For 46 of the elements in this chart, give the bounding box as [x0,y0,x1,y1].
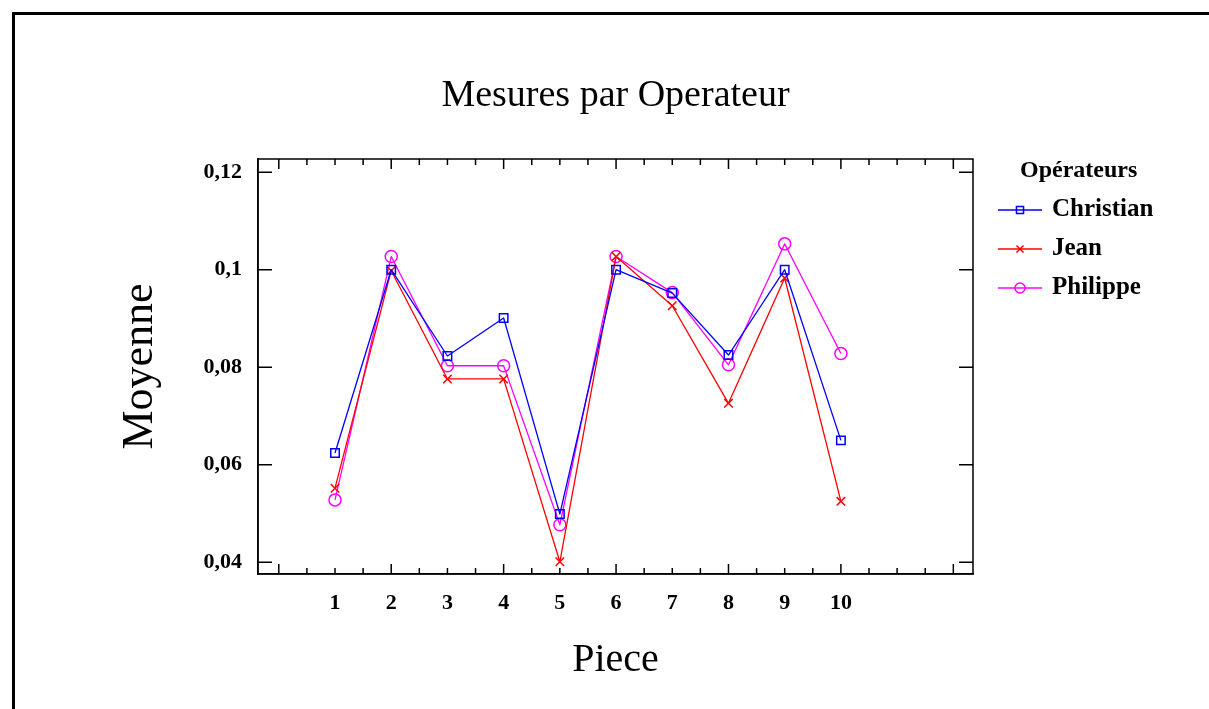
point [384,249,398,264]
x-tick-label: 3 [441,588,453,614]
point [723,398,734,409]
point [330,483,340,494]
point [779,264,790,275]
point [835,496,846,507]
x-tick-label: 1 [329,588,341,614]
point [442,351,453,362]
point [440,359,455,373]
point [553,518,567,532]
point [554,509,565,520]
point [498,373,509,384]
point [554,556,565,567]
legend-label: Jean [1052,233,1103,261]
y-tick-label: 0,06 [203,450,242,476]
x-axis-title: Piece [572,634,659,680]
point [834,346,848,361]
y-tick-label: 0,04 [203,547,242,573]
point [777,237,792,251]
x-tick-label: 5 [554,588,566,614]
x-tick-label: 9 [779,588,791,614]
point [779,273,790,283]
y-tick-label: 0,08 [203,352,242,378]
legend-label: Philippe [1052,272,1141,300]
y-tick-label: 0,12 [203,157,242,183]
legend-title: Opérateurs [1020,156,1138,183]
point [498,312,509,323]
y-tick-label: 0,1 [214,255,242,281]
point [442,373,453,384]
x-tick-label: 2 [385,588,397,614]
point [835,435,846,446]
point [328,493,342,507]
point [496,359,511,373]
point [611,264,622,275]
y-axis-title: Moyenne [112,283,162,450]
point [723,350,734,361]
point [330,448,340,459]
x-tick-label: 7 [666,588,678,614]
x-tick-label: 8 [722,588,734,614]
x-tick-label: 6 [610,588,622,614]
chart-title: Mesures par Operateur [441,71,790,114]
point [667,300,678,311]
point [721,358,736,372]
x-tick-label: 4 [498,588,510,614]
legend-label: Christian [1052,194,1154,222]
x-tick-label: 10 [829,588,852,614]
